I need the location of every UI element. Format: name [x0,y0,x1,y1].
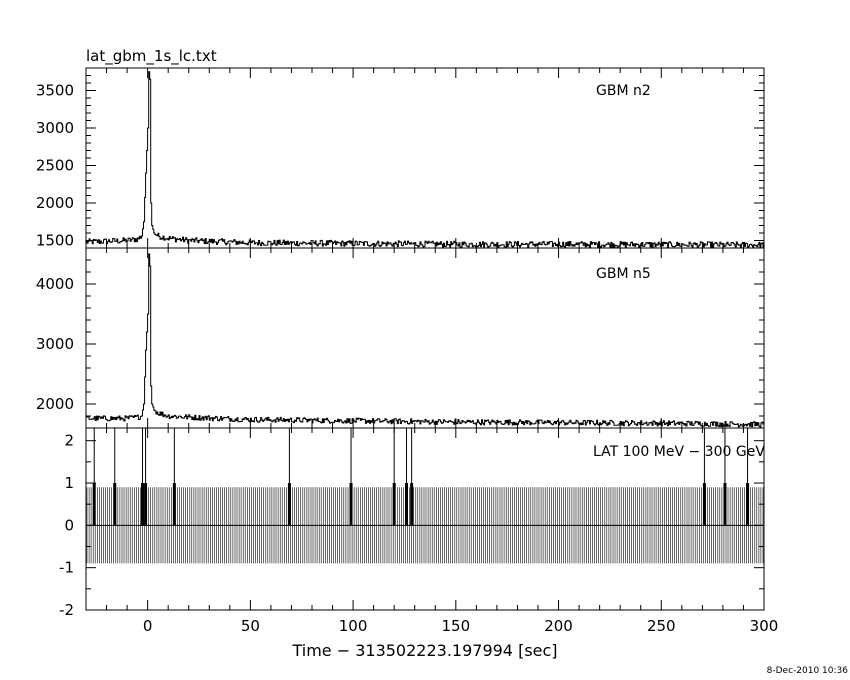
event-bar [410,483,414,526]
event-bar [392,483,396,526]
panel-frame [85,67,765,249]
x-tick-label: 200 [544,617,573,635]
panel-label-gbm-n5: GBM n5 [596,266,651,282]
lightcurve-line [86,253,765,428]
panel-label-lat: LAT 100 MeV − 300 GeV [593,444,765,460]
event-bar [92,483,96,526]
lightcurve-line [86,71,765,249]
y-tick-label: 0 [64,516,74,534]
lat-panel: -2 -1 0 1 2 0 50 100 150 200 250 300 [59,427,779,635]
y-tick-label: 2000 [36,395,74,413]
background-error-bars [86,487,764,564]
event-bar [144,483,148,526]
x-tick-label: 0 [143,617,153,635]
x-axis-label: Time − 313502223.197994 [sec] [291,641,557,660]
event-bar [113,483,117,526]
event-bar [141,483,144,526]
event-bar [349,483,353,526]
y-tick-label: 3000 [36,119,74,137]
event-bar [287,483,291,526]
panel-frame [85,247,765,429]
panel-frame [85,427,765,611]
x-tick-label: 100 [339,617,368,635]
footer-timestamp: 8-Dec-2010 10:36 [767,666,849,676]
y-tick-label: 2 [64,432,74,450]
y-tick-label: -2 [59,601,74,619]
y-tick-label: 3500 [36,82,74,100]
chart-title: lat_gbm_1s_lc.txt [86,47,217,66]
event-bar [723,483,727,526]
event-bar [702,483,706,526]
y-tick-label: 2500 [36,157,74,175]
gbm-n2-panel: 1500 2000 2500 3000 3500 [36,67,765,250]
x-tick-label: 300 [750,617,779,635]
y-tick-label: 1500 [36,232,74,250]
event-bar [405,483,409,526]
panel-label-gbm-n2: GBM n2 [596,83,651,99]
event-bar [172,483,176,526]
y-tick-label: -1 [59,559,74,577]
y-tick-label: 2000 [36,194,74,212]
x-tick-label: 250 [647,617,676,635]
event-bar [746,483,750,526]
x-tick-label: 50 [241,617,260,635]
y-tick-label: 3000 [36,335,74,353]
y-tick-label: 4000 [36,275,74,293]
gbm-n5-panel: 2000 3000 4000 [36,247,765,429]
x-tick-label: 150 [441,617,470,635]
y-tick-label: 1 [64,474,74,492]
